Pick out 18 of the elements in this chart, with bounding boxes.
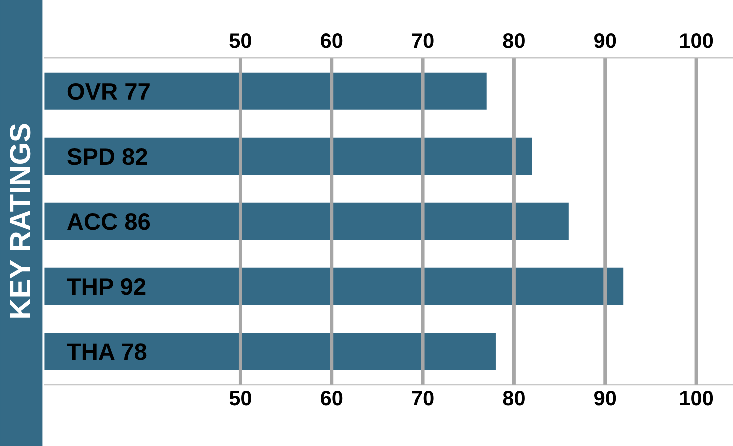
x-tick-label: 70 [412,391,434,406]
y-axis-title: KEY RATINGS [10,124,31,318]
x2-tick-label: 100 [680,34,714,48]
x-tick-label: 50 [230,391,252,406]
x2-tick-label: 60 [321,34,343,48]
x-tick-label: 60 [321,391,343,406]
y-tick-label: THA 78 [67,344,147,360]
y-tick-label: SPD 82 [68,148,148,166]
x2-tick-label: 90 [594,34,616,48]
y-tick-label: THP 92 [67,278,146,296]
x-tick-label: 100 [680,391,714,406]
x-tick-label: 80 [503,391,525,406]
x2-tick-label: 50 [230,34,252,48]
x2-tick-label: 70 [412,34,434,48]
x-tick-label: 90 [594,391,616,406]
y-tick-label: OVR 77 [68,83,150,100]
x2-tick-label: 80 [503,34,525,48]
y-tick-label: ACC 86 [68,214,150,230]
